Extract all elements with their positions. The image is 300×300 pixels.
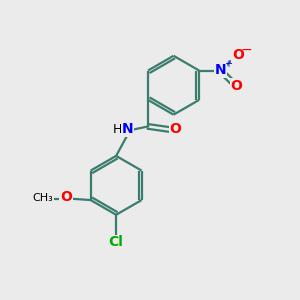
Text: H: H — [113, 123, 122, 136]
Text: O: O — [232, 48, 244, 62]
Text: Cl: Cl — [109, 236, 124, 250]
Text: O: O — [60, 190, 72, 204]
Text: N: N — [122, 122, 133, 136]
Text: O: O — [169, 122, 181, 136]
Text: O: O — [230, 79, 242, 93]
Text: −: − — [240, 43, 252, 57]
Text: CH₃: CH₃ — [33, 193, 53, 203]
Text: +: + — [224, 59, 232, 69]
Text: N: N — [215, 63, 227, 77]
